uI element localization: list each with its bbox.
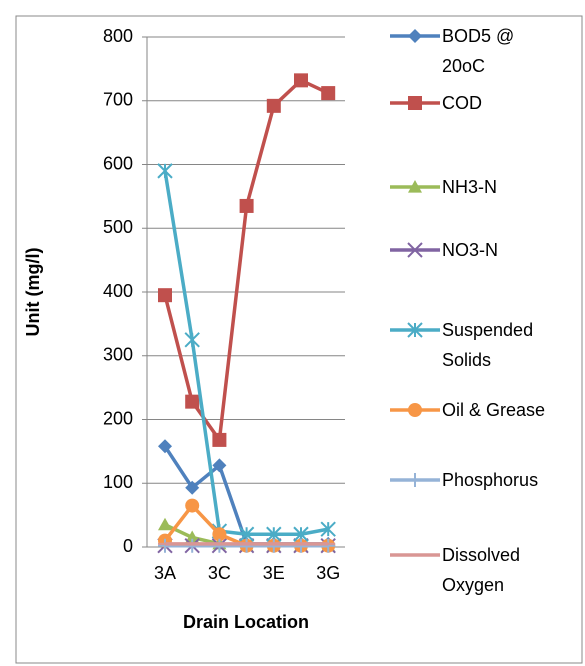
marker <box>408 96 422 110</box>
marker <box>158 288 172 303</box>
marker <box>185 498 200 513</box>
marker <box>212 538 227 553</box>
marker <box>320 521 336 537</box>
series <box>158 73 336 447</box>
series <box>158 538 336 553</box>
marker <box>185 394 200 409</box>
y-tick-label: 600 <box>103 153 133 173</box>
x-tick-label: 3A <box>154 563 176 583</box>
marker <box>239 198 254 213</box>
marker <box>407 242 423 258</box>
marker <box>158 439 172 454</box>
legend-label: Dissolved Oxygen <box>442 545 521 595</box>
marker <box>185 530 200 544</box>
y-tick-label: 700 <box>103 90 133 110</box>
legend-label: NO3-N <box>442 240 499 260</box>
x-tick-label: 3G <box>316 563 340 583</box>
marker <box>407 322 423 338</box>
marker <box>294 538 308 553</box>
marker <box>408 180 422 193</box>
marker <box>321 538 336 553</box>
legend-label: BOD5 @ 20oC <box>442 26 515 76</box>
x-tick-label: 3E <box>263 563 285 583</box>
x-tick-label: 3C <box>208 563 231 583</box>
marker <box>321 86 336 101</box>
marker <box>184 332 200 348</box>
series-line <box>163 78 329 445</box>
marker <box>294 73 308 88</box>
marker <box>408 29 422 43</box>
legend-label: Suspended Solids <box>442 320 534 370</box>
y-tick-label: 400 <box>103 281 133 301</box>
legend-label: Oil & Grease <box>442 400 546 420</box>
marker <box>157 163 173 179</box>
marker <box>212 432 227 447</box>
y-tick-label: 0 <box>123 536 133 556</box>
y-tick-label: 100 <box>103 472 133 492</box>
legend-label: Phosphorus <box>442 470 539 490</box>
y-tick-label: 500 <box>103 217 133 237</box>
y-tick-label: 800 <box>103 26 133 46</box>
marker <box>212 527 227 542</box>
marker <box>266 538 281 553</box>
marker <box>239 538 254 553</box>
marker <box>408 403 422 417</box>
y-tick-label: 300 <box>103 345 133 365</box>
marker <box>158 517 172 531</box>
marker <box>185 480 200 495</box>
legend-label: NH3-N <box>442 177 498 197</box>
series-line <box>163 170 329 536</box>
x-axis-label: Drain Location <box>183 612 309 632</box>
legend-label: COD <box>442 93 482 113</box>
marker <box>185 538 200 553</box>
marker <box>266 98 281 113</box>
y-tick-label: 200 <box>103 408 133 428</box>
marker <box>212 458 227 473</box>
chart-border <box>15 15 583 664</box>
marker <box>158 538 172 553</box>
marker <box>408 473 422 487</box>
y-axis-label: Unit (mg/l) <box>23 248 43 337</box>
